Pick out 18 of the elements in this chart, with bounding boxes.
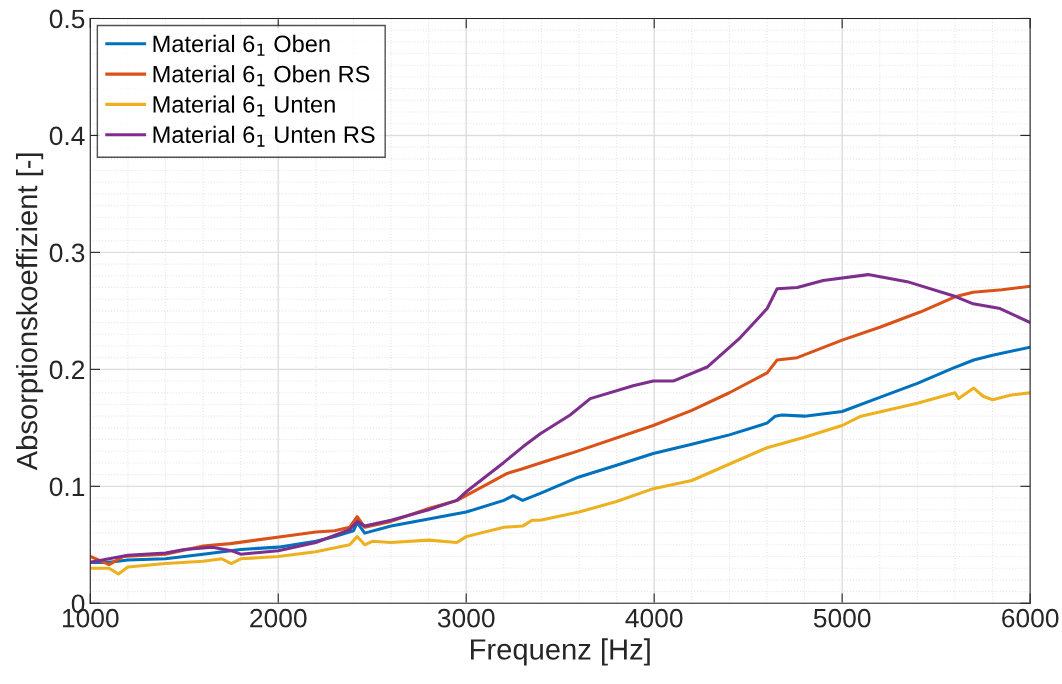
legend-label: Material 6$_{1}$ Oben [153, 34, 330, 56]
y-tick-label: 0.4 [49, 126, 85, 146]
legend-label: Material 6$_{1}$ Unten [153, 95, 335, 117]
x-tick-label: 4000 [625, 608, 683, 628]
line-series [90, 386, 1031, 576]
x-tick-label: 6000 [1002, 608, 1059, 628]
x-axis-title: Frequenz [Hz] [471, 638, 650, 666]
x-tick-label: 5000 [813, 608, 871, 628]
y-tick-label: 0.3 [49, 243, 85, 263]
line-series [90, 345, 1031, 564]
y-tick-label: 0.2 [49, 360, 85, 380]
x-tick-label: 2000 [250, 608, 307, 628]
y-axis-title: Absorptionskoeffizient [-] [15, 153, 44, 471]
y-tick-label: 0.1 [49, 477, 85, 497]
y-tick-label: 0.5 [49, 9, 85, 29]
legend-label: Material 6$_{1}$ Oben RS [153, 65, 370, 87]
x-tick-label: 3000 [437, 608, 495, 628]
legend-label: Material 6$_{1}$ Unten RS [153, 125, 375, 147]
